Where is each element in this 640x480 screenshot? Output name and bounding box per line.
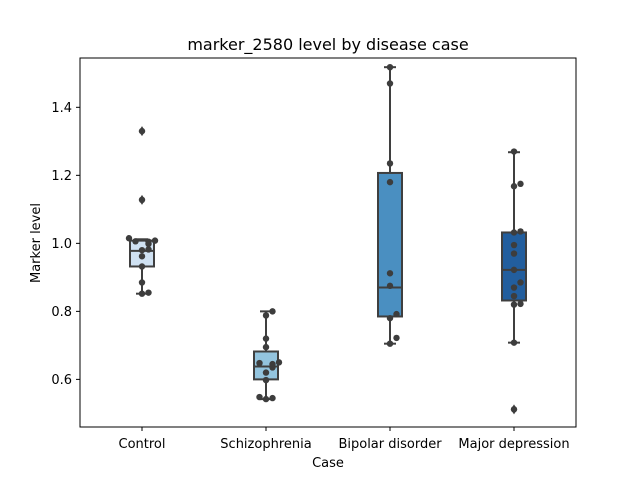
axis-ticks: 0.6 0.8 1.0 1.2 1.4 Control Schizophrenia Bipol… [51,101,569,452]
chart-title: marker_2580 level by disease case [187,35,468,55]
data-point [138,253,146,260]
data-point [145,238,152,245]
data-point [510,284,518,291]
data-point [386,80,394,87]
data-point [145,289,152,296]
data-point [510,241,518,249]
data-point [256,393,263,401]
x-axis-label: Case [312,456,344,471]
data-point [510,148,518,155]
data-point [262,395,270,403]
data-point [138,290,146,297]
data-point [151,237,159,244]
y-axis-label: Marker level [29,203,44,283]
plot-area [125,63,527,415]
axes-frame [79,57,577,428]
data-point [517,180,524,188]
data-point [386,282,394,290]
data-point [510,301,518,308]
y-tick-label: 1.0 [51,237,72,252]
data-point [138,196,146,204]
data-point [138,279,146,286]
data-point [269,308,276,315]
data-point [262,376,270,384]
data-point [510,292,518,300]
data-point [510,229,518,236]
data-point [386,178,394,186]
data-point [517,300,524,308]
data-point [393,310,400,318]
data-point [386,340,394,347]
data-point [262,343,270,351]
data-point [275,359,283,366]
data-point [386,63,394,71]
data-point [262,369,270,376]
data-point [138,246,146,254]
y-tick-label: 1.2 [51,169,72,184]
data-point [510,266,518,274]
data-point [517,228,524,235]
data-point [132,238,139,245]
data-point [125,235,133,242]
data-point [262,335,270,342]
data-point [138,263,146,270]
data-point [393,334,400,342]
data-point [517,279,524,286]
data-point [262,312,270,319]
x-tick-label: Control [119,437,166,452]
x-tick-label: Bipolar disorder [338,437,442,452]
data-point [145,246,152,253]
data-point [386,160,394,167]
y-tick-label: 1.4 [51,101,72,116]
data-point [386,270,394,277]
data-point [269,360,276,368]
box-iqr [377,171,403,318]
data-point [256,359,263,367]
y-tick-label: 0.8 [51,305,72,320]
data-point [510,406,518,413]
data-point [510,183,518,190]
data-point [138,127,146,135]
data-point [510,250,518,257]
data-point [269,394,276,402]
x-tick-label: Major depression [458,437,569,452]
data-point [386,314,394,322]
data-point [510,339,518,346]
x-tick-label: Schizophrenia [220,437,311,452]
y-tick-label: 0.6 [51,373,72,388]
